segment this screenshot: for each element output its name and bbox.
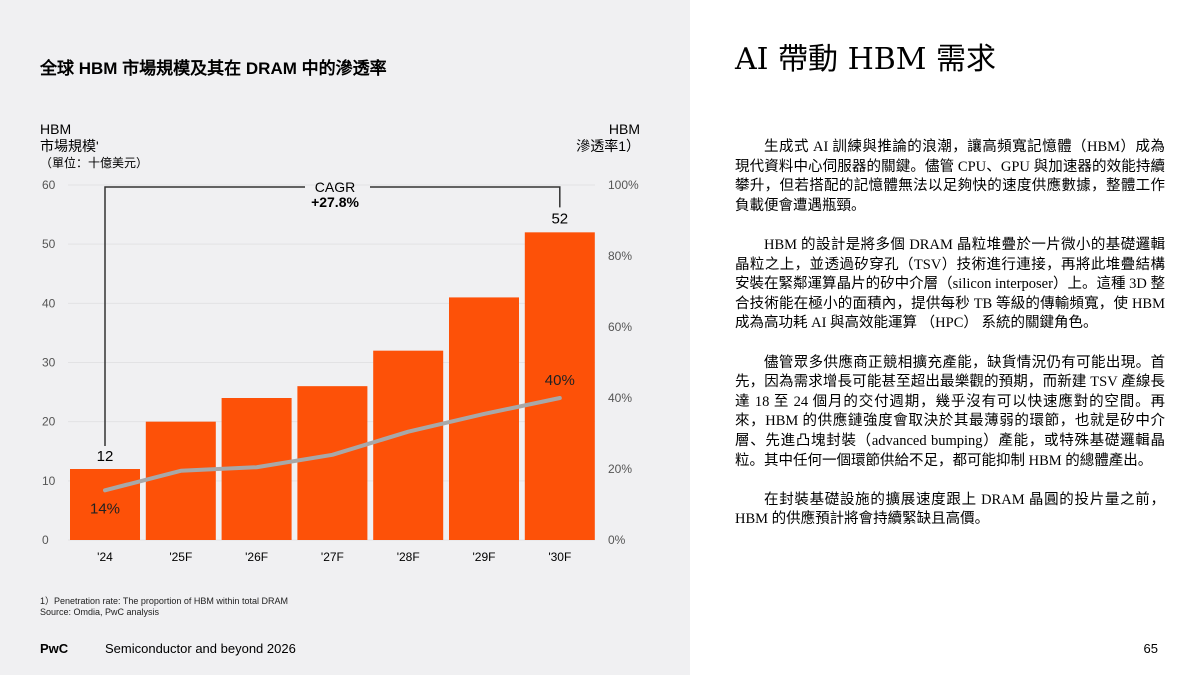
paragraph: 儘管眾多供應商正競相擴充產能，缺貨情況仍有可能出現。首先，因為需求增長可能甚至超… xyxy=(735,354,1165,469)
bar-data-label: 52 xyxy=(551,210,568,227)
cagr-value: +27.8% xyxy=(311,194,359,210)
y-tick-label: 40 xyxy=(42,296,56,310)
y2-tick-label: 0% xyxy=(608,533,626,547)
line-data-label: 14% xyxy=(90,500,120,517)
y-tick-label: 60 xyxy=(42,178,56,192)
report-title: Semiconductor and beyond 2026 xyxy=(105,641,296,656)
bar xyxy=(145,421,216,540)
x-tick-label: '29F xyxy=(473,550,496,564)
x-tick-label: '30F xyxy=(548,550,571,564)
line-data-label: 40% xyxy=(545,372,575,389)
x-tick-label: '24 xyxy=(97,550,113,564)
bar xyxy=(297,386,368,540)
x-tick-label: '25F xyxy=(169,550,192,564)
left-axis-label-line: 市場規模' xyxy=(40,138,99,154)
chart-svg: 0 10 20 30 40 50 60 0% 20% 40% 60% 80% 100% '24 '25F '2… xyxy=(42,178,639,564)
left-axis-label: HBM 市場規模' （單位：十億美元） xyxy=(40,121,148,172)
cagr-bracket-right xyxy=(370,186,561,208)
paragraph: 在封裝基礎設施的擴展速度跟上 DRAM 晶圓的投片量之前，HBM 的供應預計將會… xyxy=(735,491,1165,528)
x-tick-label: '26F xyxy=(245,550,268,564)
y-tick-label: 10 xyxy=(42,474,56,488)
y-tick-label: 0 xyxy=(42,533,49,547)
bar xyxy=(70,469,140,540)
footnote-line: 1）Penetration rate: The proportion of HB… xyxy=(40,596,288,606)
right-axis-label-line: HBM xyxy=(608,121,640,137)
right-axis-label-line: 滲透率1） xyxy=(576,138,640,154)
article-body: 生成式 AI 訓練與推論的浪潮，讓高頻寬記憶體（HBM）成為現代資料中心伺服器的… xyxy=(735,138,1165,549)
x-tick-label: '28F xyxy=(397,550,420,564)
bar xyxy=(524,232,595,541)
y2-tick-label: 40% xyxy=(608,391,632,405)
y2-tick-label: 100% xyxy=(608,178,639,192)
left-axis-label-line: （單位：十億美元） xyxy=(40,156,149,170)
page-number: 65 xyxy=(1143,641,1158,656)
x-tick-label: '27F xyxy=(321,550,344,564)
article-heading: AI 帶動 HBM 需求 xyxy=(735,42,997,77)
y-tick-label: 30 xyxy=(42,356,56,370)
y-tick-label: 50 xyxy=(42,237,56,251)
left-axis-label-line: HBM xyxy=(40,121,72,137)
bar xyxy=(373,350,444,540)
paragraph: HBM 的設計是將多個 DRAM 晶粒堆疊於一片微小的基礎邏輯晶粒之上，並透過矽… xyxy=(735,236,1165,332)
y2-tick-label: 20% xyxy=(608,462,632,476)
source-line: Source: Omdia, PwC analysis xyxy=(40,607,160,617)
bar-data-label: 12 xyxy=(97,448,114,465)
chart-title: 全球 HBM 市場規模及其在 DRAM 中的滲透率 xyxy=(40,59,387,78)
y2-tick-label: 80% xyxy=(608,249,632,263)
footnote: 1）Penetration rate: The proportion of HB… xyxy=(40,596,288,618)
y2-tick-label: 60% xyxy=(608,320,632,334)
brand-logo: PwC xyxy=(40,641,69,656)
cagr-bracket-left xyxy=(104,186,305,446)
paragraph: 生成式 AI 訓練與推論的浪潮，讓高頻寬記憶體（HBM）成為現代資料中心伺服器的… xyxy=(735,139,1165,214)
right-axis-label: HBM 滲透率1） xyxy=(576,121,640,155)
y-tick-label: 20 xyxy=(42,415,56,429)
cagr-label: CAGR xyxy=(315,179,355,195)
